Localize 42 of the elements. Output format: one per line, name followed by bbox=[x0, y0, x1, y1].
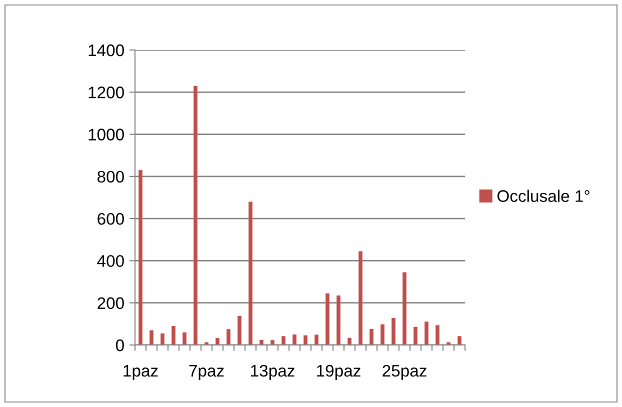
bar bbox=[326, 293, 330, 345]
bar bbox=[138, 170, 142, 345]
bar bbox=[248, 202, 252, 345]
bar bbox=[358, 251, 362, 345]
y-tick-label: 1400 bbox=[88, 44, 124, 56]
bar bbox=[304, 335, 308, 345]
x-tick-label: 19paz bbox=[317, 364, 360, 380]
bar bbox=[380, 324, 384, 345]
x-tick-label: 13paz bbox=[251, 364, 294, 380]
bar bbox=[392, 318, 396, 345]
y-tick-label: 1000 bbox=[88, 128, 124, 140]
y-tick-label: 1200 bbox=[88, 86, 124, 98]
bar bbox=[182, 332, 186, 345]
bar bbox=[160, 333, 164, 345]
bar bbox=[226, 329, 230, 345]
bar bbox=[348, 338, 352, 345]
bar bbox=[370, 328, 374, 345]
legend-label: Occlusale 1° bbox=[497, 190, 590, 202]
bar bbox=[194, 86, 198, 345]
bar bbox=[414, 326, 418, 345]
bar bbox=[436, 325, 440, 345]
bar bbox=[402, 272, 406, 345]
bar bbox=[150, 330, 154, 345]
bar bbox=[172, 326, 176, 345]
y-tick-label: 800 bbox=[98, 170, 124, 183]
y-tick-label: 0 bbox=[116, 339, 124, 352]
bar bbox=[292, 334, 296, 345]
bar bbox=[336, 295, 340, 345]
y-tick-label: 400 bbox=[97, 255, 124, 267]
x-tick-label: 25paz bbox=[382, 364, 426, 380]
bar bbox=[270, 340, 274, 345]
bar bbox=[260, 340, 264, 345]
x-tick-label: 7paz bbox=[189, 365, 224, 380]
x-tick-label: 1paz bbox=[124, 365, 158, 380]
bar bbox=[282, 336, 286, 345]
bar bbox=[458, 336, 462, 345]
y-tick-label: 200 bbox=[98, 297, 124, 310]
bar bbox=[216, 338, 220, 345]
y-tick-label: 600 bbox=[98, 212, 124, 225]
bar bbox=[314, 334, 318, 345]
bar bbox=[238, 316, 242, 345]
bar bbox=[424, 322, 428, 345]
